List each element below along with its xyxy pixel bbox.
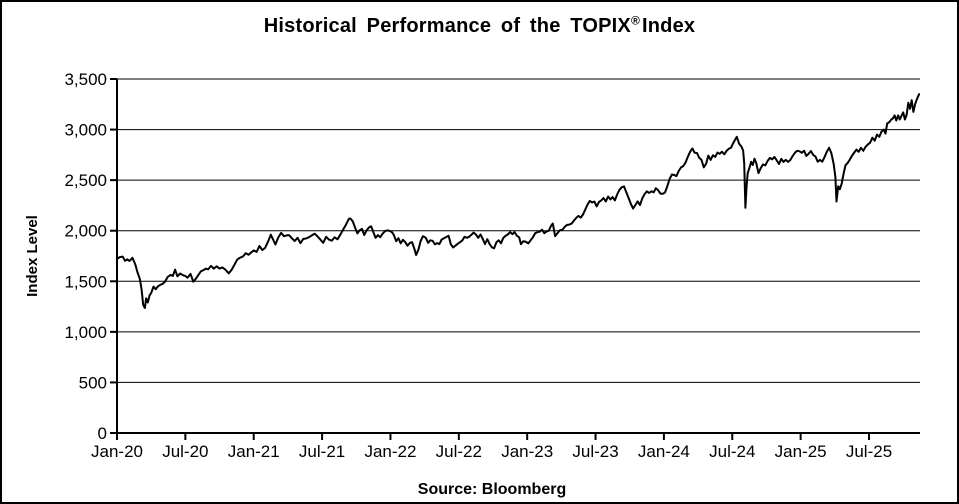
x-tick-label: Jan-24 [638, 442, 690, 461]
y-tick-label: 2,500 [64, 171, 107, 190]
y-tick-label: 1,500 [64, 272, 107, 291]
gridlines-group [117, 78, 920, 383]
y-tick-label: 500 [79, 373, 107, 392]
chart-title-suffix: Index [641, 15, 696, 37]
x-tick-label: Jul-20 [162, 442, 208, 461]
y-tick-label: 3,000 [64, 121, 107, 140]
x-tick-label: Jul-25 [846, 442, 892, 461]
y-tick-label: 3,500 [64, 70, 107, 89]
x-tick-label: Jul-21 [299, 442, 345, 461]
x-tick-label: Jul-23 [572, 442, 618, 461]
y-tick-label: 1,000 [64, 323, 107, 342]
x-tick-label: Jan-22 [364, 442, 416, 461]
registered-trademark-symbol: ® [630, 13, 640, 28]
x-tick-label: Jul-22 [436, 442, 482, 461]
x-tick-label: Jan-21 [228, 442, 280, 461]
x-tick-label: Jan-25 [775, 442, 827, 461]
x-tick-label: Jan-20 [91, 442, 143, 461]
tick-labels-group: 0 500 1,000 1,500 2,000 2,500 3,000 3,500 Jan-20… [64, 70, 892, 461]
x-tick-label: Jul-24 [709, 442, 755, 461]
chart-title-text: Historical Performance of the TOPIX [263, 15, 631, 37]
x-tick-label: Jan-23 [501, 442, 553, 461]
chart-title: Historical Performance of the TOPIX® Inde… [2, 13, 957, 38]
y-tick-label: 2,000 [64, 222, 107, 241]
topix-line [116, 93, 921, 309]
y-tick-label: 0 [98, 424, 107, 443]
ticks-group [110, 78, 870, 440]
source-note: Source: Bloomberg [417, 481, 567, 498]
